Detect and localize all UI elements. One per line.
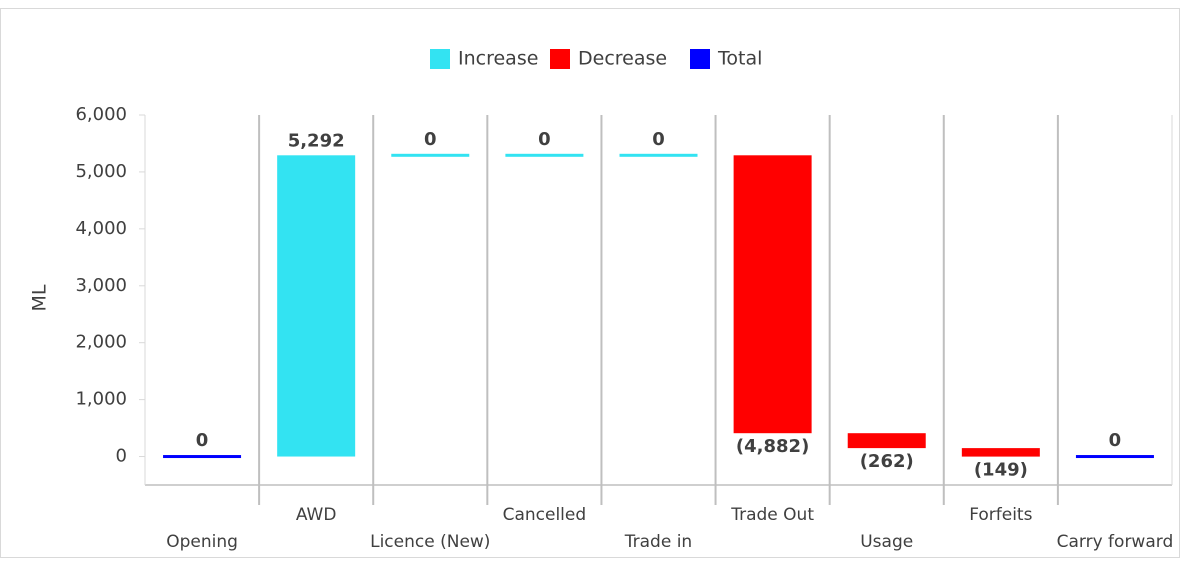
value-label: 0 [196, 430, 209, 451]
value-label: 0 [538, 129, 551, 150]
y-axis-title: ML [29, 284, 51, 311]
y-tick-label: 2,000 [75, 332, 127, 353]
x-tick-label: Opening [166, 532, 238, 552]
bar [391, 153, 470, 157]
bar [277, 155, 356, 457]
bar [847, 433, 926, 449]
x-tick-label: Licence (New) [370, 532, 490, 552]
x-tick-label: AWD [296, 505, 337, 525]
x-tick-label: Usage [860, 532, 913, 552]
y-tick-label: 1,000 [75, 389, 127, 410]
x-tick-label: Cancelled [503, 505, 587, 525]
value-label: 5,292 [288, 130, 345, 151]
x-tick-label: Trade Out [730, 505, 814, 525]
value-label: (4,882) [736, 436, 809, 457]
x-tick-label: Carry forward [1057, 532, 1174, 552]
value-label: 0 [424, 129, 437, 150]
value-label: (262) [860, 451, 914, 472]
value-label: 0 [652, 129, 665, 150]
legend-swatch [430, 49, 450, 69]
y-tick-label: 4,000 [75, 218, 127, 239]
bar [163, 455, 242, 459]
legend-label: Increase [458, 48, 538, 70]
bar [619, 153, 698, 157]
x-tick-label: Forfeits [969, 505, 1032, 525]
legend-swatch [690, 49, 710, 69]
value-label: 0 [1109, 430, 1122, 451]
legend-swatch [550, 49, 570, 69]
bar [505, 153, 584, 157]
chart-border [0, 8, 1180, 558]
y-tick-label: 6,000 [75, 104, 127, 125]
bar [1075, 455, 1154, 459]
bar [733, 155, 812, 434]
legend-label: Decrease [578, 48, 667, 70]
x-tick-label: Trade in [624, 532, 692, 552]
value-label: (149) [974, 460, 1028, 481]
y-tick-label: 3,000 [75, 275, 127, 296]
y-tick-label: 5,000 [75, 161, 127, 182]
y-tick-label: 0 [116, 446, 127, 467]
legend-label: Total [717, 48, 762, 70]
bar [961, 448, 1040, 457]
